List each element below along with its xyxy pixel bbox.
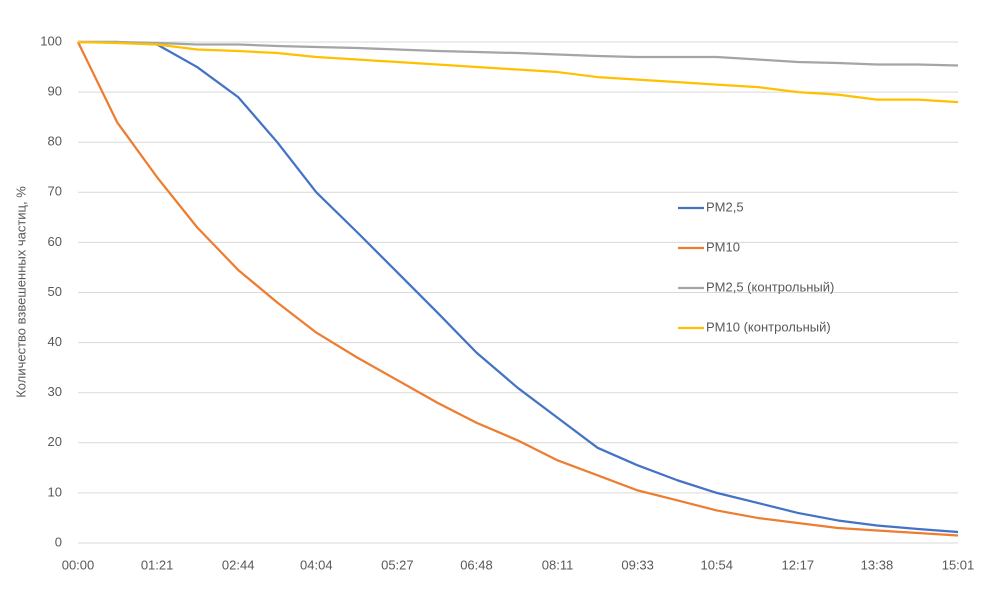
y-axis-label: Количество взвешенных частиц, % [13,186,28,398]
legend-label: PM2,5 (контрольный) [706,279,834,294]
legend-label: PM10 (контрольный) [706,319,831,334]
x-tick-label: 06:48 [460,557,493,572]
x-tick-label: 02:44 [222,557,255,572]
x-tick-label: 00:00 [62,557,95,572]
y-tick-label: 70 [48,184,62,199]
y-tick-label: 100 [40,33,62,48]
legend-label: PM2,5 [706,199,744,214]
y-tick-label: 30 [48,384,62,399]
y-tick-label: 80 [48,134,62,149]
y-tick-label: 40 [48,334,62,349]
x-tick-label: 09:33 [621,557,654,572]
y-tick-label: 10 [48,484,62,499]
y-tick-label: 90 [48,84,62,99]
y-tick-label: 50 [48,284,62,299]
x-tick-label: 01:21 [141,557,174,572]
legend-label: PM10 [706,239,740,254]
series-line [76,41,959,537]
series-line [78,40,959,534]
y-tick-label: 20 [48,434,62,449]
series-line [78,40,959,67]
x-tick-label: 04:04 [300,557,333,572]
x-tick-label: 13:38 [861,557,894,572]
x-tick-label: 12:17 [782,557,815,572]
x-tick-label: 15:01 [942,557,975,572]
x-tick-label: 05:27 [381,557,414,572]
x-tick-label: 10:54 [700,557,733,572]
y-tick-label: 0 [55,534,62,549]
x-tick-label: 08:11 [542,557,574,572]
y-tick-label: 60 [48,234,62,249]
series-line [77,40,959,104]
